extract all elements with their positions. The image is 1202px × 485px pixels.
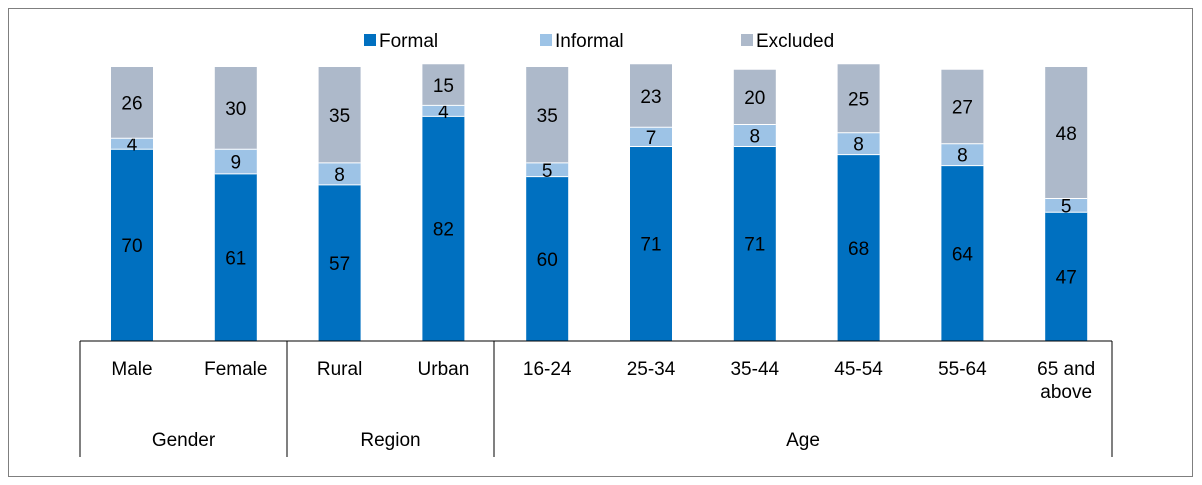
- data-label-informal: 8: [853, 135, 864, 156]
- bar-segment-excluded: [837, 64, 880, 133]
- data-label-formal: 82: [433, 220, 454, 241]
- bar-segment-excluded: [422, 64, 465, 106]
- bar-segment-informal: [422, 105, 465, 117]
- group-label-region: Region: [360, 430, 420, 451]
- bar-segment-informal: [733, 124, 776, 147]
- group-label-age: Age: [786, 430, 820, 451]
- category-label: Male: [111, 359, 152, 380]
- legend-swatch-informal: [540, 34, 552, 46]
- bar-segment-excluded: [630, 64, 672, 128]
- data-label-excluded: 23: [640, 87, 661, 108]
- data-label-informal: 8: [334, 165, 345, 186]
- bar-segment-formal: [1045, 212, 1088, 341]
- data-label-formal: 47: [1056, 268, 1077, 289]
- category-label: 45-54: [834, 359, 883, 380]
- data-label-excluded: 48: [1056, 124, 1077, 145]
- bar-segment-informal: [630, 127, 672, 147]
- data-label-informal: 5: [542, 161, 553, 182]
- data-label-excluded: 27: [952, 98, 973, 119]
- bar-segment-formal: [941, 165, 984, 341]
- bar-segment-excluded: [1045, 67, 1088, 199]
- category-label: above: [1040, 382, 1092, 403]
- legend-swatch-formal: [364, 34, 376, 46]
- bar-segment-formal: [733, 146, 776, 341]
- bar-segment-excluded: [214, 67, 257, 150]
- category-label: 35-44: [730, 359, 779, 380]
- data-label-informal: 5: [1061, 196, 1072, 217]
- bar-segment-excluded: [941, 69, 984, 144]
- bar-segment-formal: [214, 173, 257, 341]
- bar-segment-formal: [630, 146, 672, 341]
- data-label-formal: 70: [121, 236, 142, 257]
- category-axis: Male Female Rural Urban 16-24 25-34 35-44 45-54…: [79, 340, 1113, 457]
- category-label: 55-64: [938, 359, 987, 380]
- data-label-informal: 8: [957, 146, 968, 167]
- category-label: 16-24: [523, 359, 572, 380]
- legend-swatch-excluded: [741, 34, 753, 46]
- bar-segment-informal: [318, 162, 361, 185]
- legend: Formal Informal Excluded: [364, 31, 834, 52]
- bar-segment-informal: [837, 132, 880, 155]
- data-label-informal: 9: [231, 153, 242, 174]
- bar-segment-excluded: [318, 67, 361, 163]
- bar-segment-formal: [422, 116, 465, 341]
- data-label-informal: 7: [646, 128, 657, 149]
- bar-segment-excluded: [733, 69, 776, 125]
- category-label: 25-34: [627, 359, 676, 380]
- category-label: 65 and: [1037, 359, 1095, 380]
- chart-frame: [8, 8, 1193, 477]
- bar-segment-formal: [837, 154, 880, 341]
- data-label-formal: 61: [225, 248, 246, 269]
- category-label: Rural: [317, 359, 362, 380]
- data-label-formal: 60: [537, 250, 558, 271]
- data-label-excluded: 35: [537, 106, 558, 127]
- bar-segment-excluded: [111, 67, 153, 139]
- data-label-formal: 57: [329, 254, 350, 275]
- bar-segment-informal: [111, 138, 153, 150]
- bar-segment-informal: [214, 149, 257, 174]
- category-label: Female: [204, 359, 267, 380]
- bar-segment-formal: [111, 149, 153, 341]
- bar-segment-excluded: [526, 67, 569, 163]
- bar-segment-informal: [526, 162, 569, 177]
- data-label-excluded: 30: [225, 99, 246, 120]
- data-label-informal: 4: [438, 102, 449, 123]
- bar-segment-formal: [318, 184, 361, 341]
- data-label-formal: 71: [640, 235, 661, 256]
- data-label-formal: 64: [952, 244, 974, 265]
- data-label-excluded: 26: [121, 94, 142, 115]
- bar-segment-informal: [1045, 198, 1088, 213]
- data-label-formal: 68: [848, 239, 869, 260]
- data-label-excluded: 15: [433, 76, 454, 97]
- bars: 70 4 26 61 9 30 57 8 35 82 4 15 60 5 35 71 7 23 71 8 20 68 8 25…: [111, 64, 1088, 341]
- data-label-excluded: 25: [848, 90, 869, 111]
- bar-segment-informal: [941, 143, 984, 166]
- legend-label-excluded: Excluded: [756, 31, 834, 52]
- data-label-excluded: 35: [329, 106, 350, 127]
- data-label-informal: 8: [750, 127, 761, 148]
- category-label: Urban: [418, 359, 470, 380]
- legend-label-formal: Formal: [379, 31, 438, 52]
- bar-segment-formal: [526, 176, 569, 341]
- data-label-informal: 4: [127, 135, 138, 156]
- group-label-gender: Gender: [152, 430, 216, 451]
- data-label-formal: 71: [744, 235, 765, 256]
- data-label-excluded: 20: [744, 88, 765, 109]
- legend-label-informal: Informal: [555, 31, 624, 52]
